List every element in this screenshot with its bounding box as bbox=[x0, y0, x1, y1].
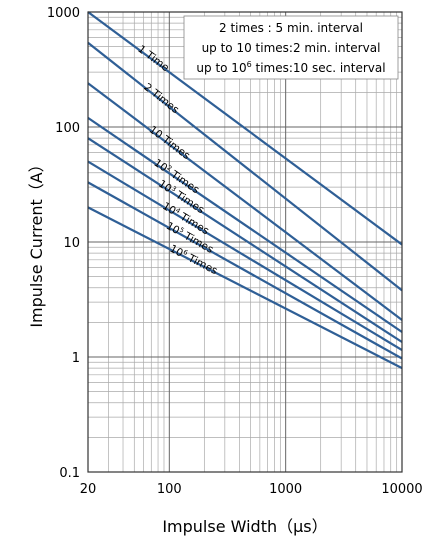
legend-line-2: up to 10 times:2 min. interval bbox=[202, 41, 381, 55]
series-line bbox=[87, 82, 403, 321]
series-line bbox=[87, 181, 403, 360]
series-line bbox=[87, 41, 403, 292]
x-tick-label: 1000 bbox=[269, 482, 302, 497]
y-axis-title: Impulse Current（A） bbox=[27, 156, 46, 327]
series-line bbox=[87, 160, 403, 351]
y-tick-label: 0.1 bbox=[59, 466, 80, 481]
y-tick-label: 1000 bbox=[47, 6, 80, 21]
y-tick-label: 100 bbox=[55, 121, 80, 136]
y-tick-labels: 1000 100 10 1 0.1 bbox=[47, 6, 80, 481]
series-line bbox=[87, 137, 403, 343]
series-lines bbox=[87, 11, 403, 370]
series-label: 2 Times bbox=[141, 81, 181, 116]
series-line bbox=[87, 11, 403, 246]
x-axis-title: Impulse Width（μs） bbox=[162, 517, 327, 536]
legend-box: 2 times : 5 min. interval up to 10 times… bbox=[183, 15, 399, 80]
plot-frame bbox=[87, 11, 403, 473]
series-line bbox=[87, 206, 403, 370]
x-tick-label: 20 bbox=[80, 482, 97, 497]
legend-line-3: up to 106 times:10 sec. interval bbox=[196, 60, 385, 75]
legend-line-1: 2 times : 5 min. interval bbox=[219, 21, 363, 35]
x-tick-label: 10000 bbox=[381, 482, 422, 497]
y-tick-label: 1 bbox=[72, 351, 80, 366]
x-tick-label: 100 bbox=[157, 482, 182, 497]
legend-background bbox=[183, 15, 399, 80]
y-tick-label: 10 bbox=[63, 236, 80, 251]
x-tick-labels: 20 100 1000 10000 bbox=[80, 482, 423, 497]
series-label: 1 Time bbox=[135, 43, 171, 74]
series-line bbox=[87, 116, 403, 333]
